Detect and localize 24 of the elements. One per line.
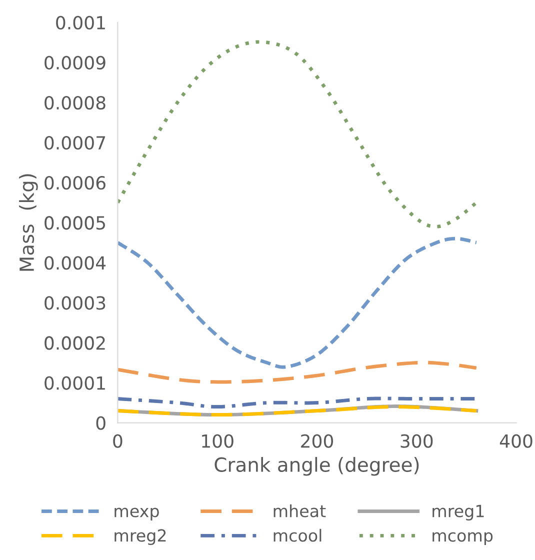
legend-label: mexp — [114, 508, 159, 521]
y-tick-label: 0.0009 — [44, 56, 106, 70]
y-tick-label: 0.001 — [56, 16, 105, 30]
y-tick-label: 0.0007 — [44, 136, 106, 150]
y-tick-label: 0.0001 — [44, 376, 105, 390]
y-tick-label: 0.0008 — [44, 96, 106, 110]
y-tick-label: 0.0002 — [44, 336, 105, 350]
legend-label: mcomp — [432, 532, 493, 545]
x-tick-label: 300 — [400, 434, 433, 448]
y-tick-label: 0.0005 — [44, 216, 106, 230]
x-tick-label: 200 — [301, 434, 334, 448]
x-tick-label: 100 — [202, 434, 234, 448]
y-axis-title: Mass (kg) — [19, 174, 38, 271]
y-tick-label: 0.0004 — [44, 256, 106, 270]
x-tick-label: 400 — [500, 434, 532, 448]
legend-label: mheat — [274, 504, 326, 518]
legend-label: mreg2 — [114, 529, 166, 545]
legend-label: mreg1 — [432, 504, 484, 521]
legend-label: mcool — [274, 528, 322, 542]
y-tick-label: 0.0006 — [44, 176, 106, 190]
x-axis-title: Crank angle (degree) — [214, 456, 419, 476]
x-tick-label: 0 — [113, 434, 122, 448]
y-tick-label: 0.0003 — [44, 296, 106, 310]
y-tick-label: 0 — [96, 416, 106, 430]
